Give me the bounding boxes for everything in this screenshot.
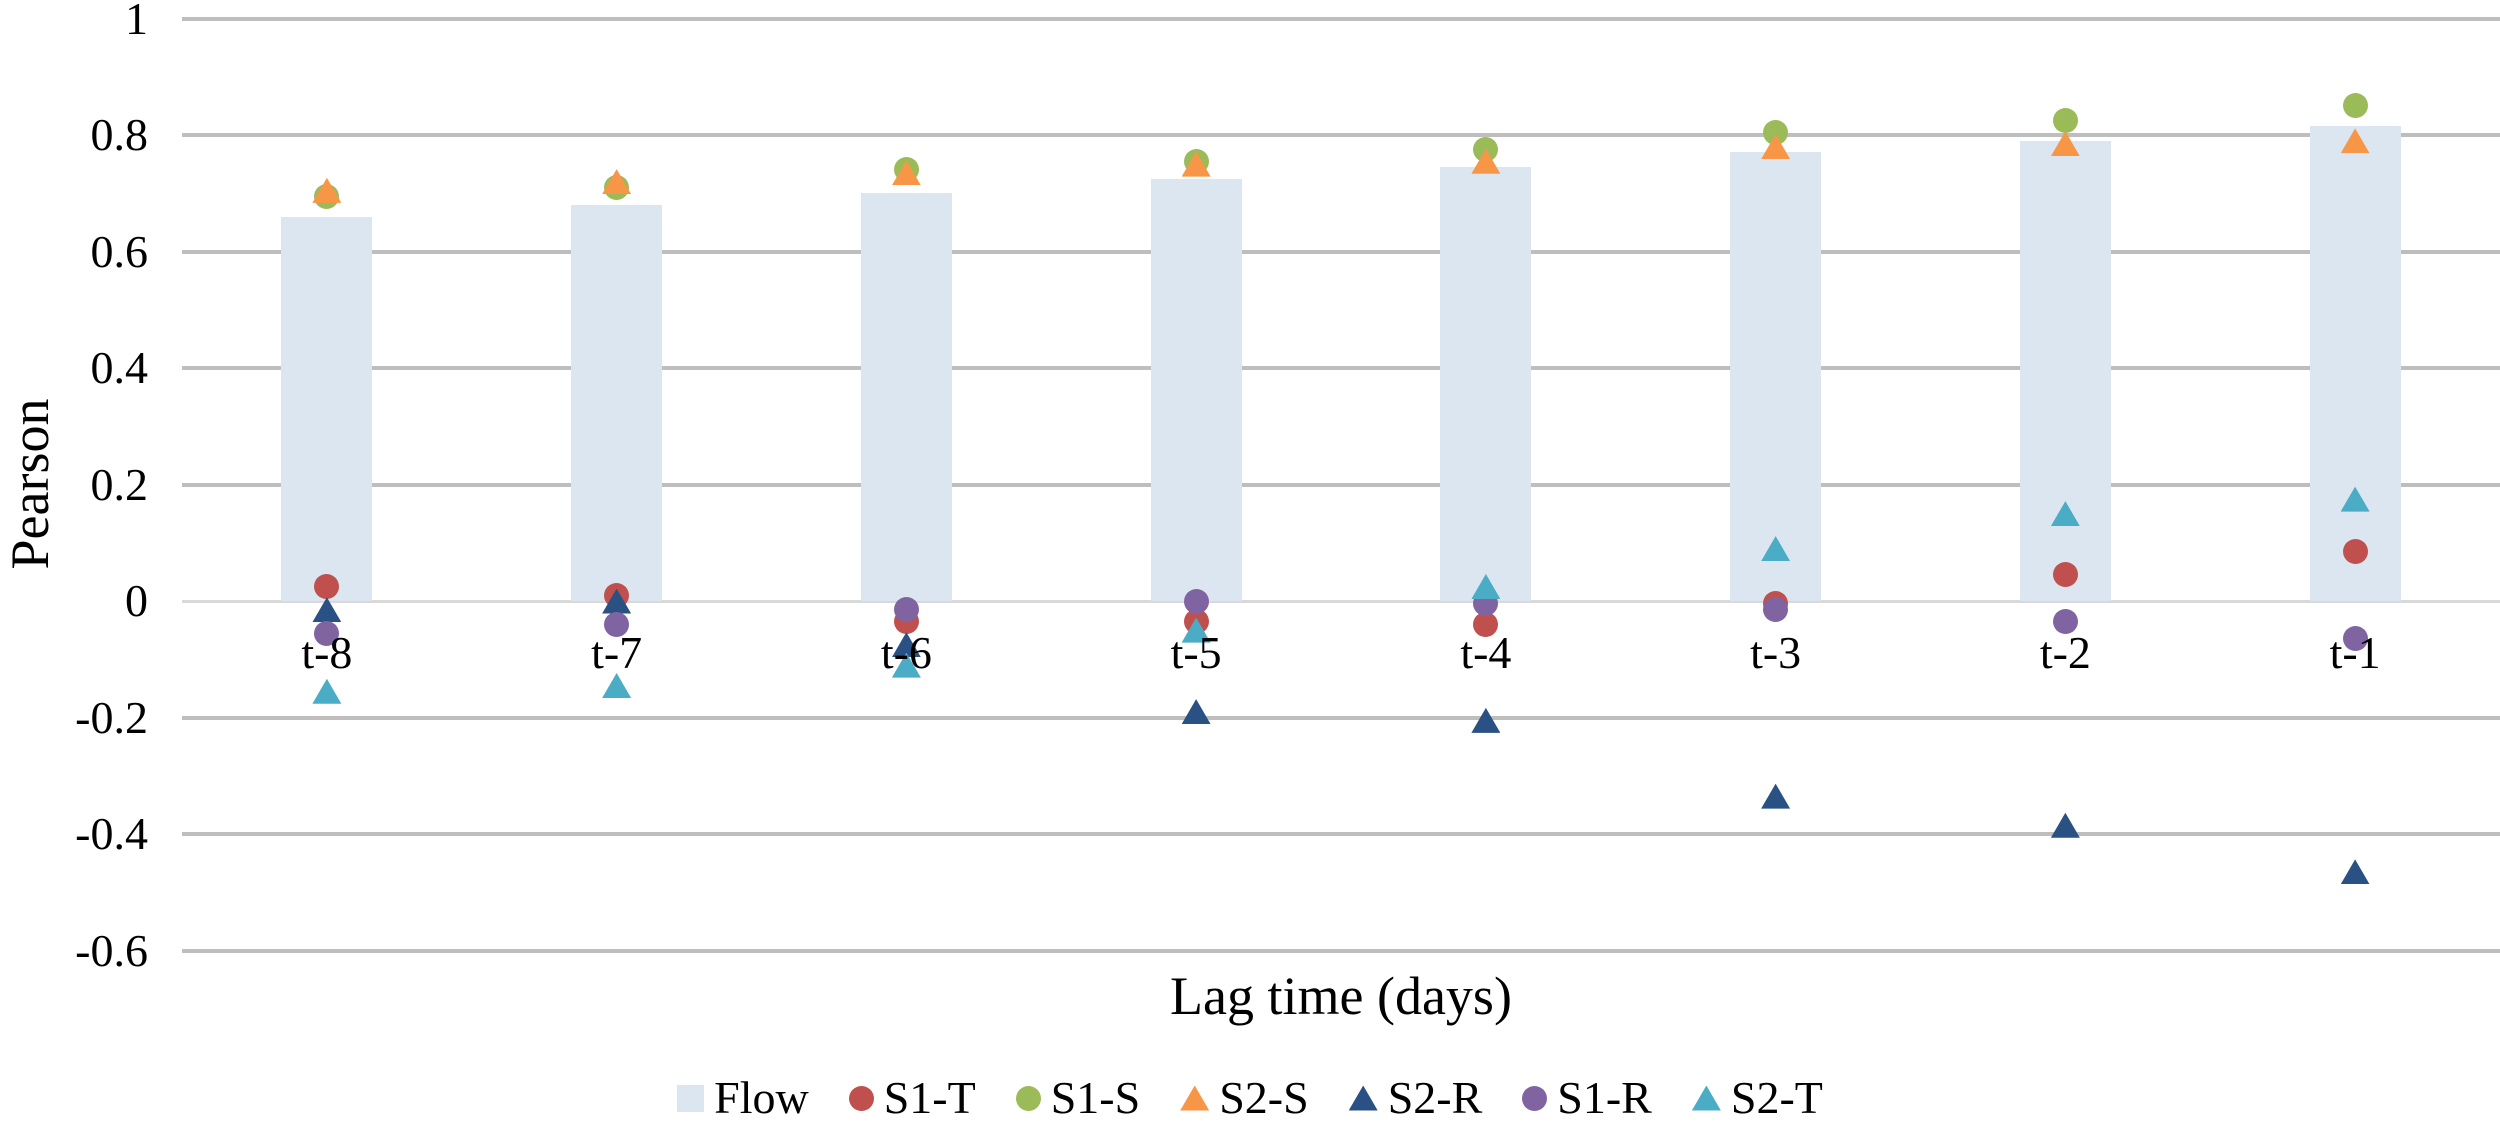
- legend-swatch-circle-icon: [848, 1085, 874, 1111]
- s2-r-marker: [2340, 859, 2370, 885]
- category-label: t-8: [301, 627, 353, 678]
- s2-r-marker: [1181, 699, 1211, 725]
- s1-r-marker: [2052, 608, 2078, 634]
- s2-r-marker: [1761, 783, 1791, 809]
- y-gridline: [182, 249, 2500, 254]
- flow-bar: [2019, 140, 2111, 601]
- legend-label: Flow: [714, 1072, 809, 1123]
- y-tick-label: -0.6: [75, 924, 148, 976]
- s1-t-marker: [2342, 538, 2368, 564]
- y-gridline: [182, 366, 2500, 370]
- y-tick-label: 0.4: [90, 342, 149, 393]
- s1-r-marker: [1763, 597, 1789, 623]
- s1-t-marker: [314, 573, 340, 599]
- category-label: t-1: [2329, 627, 2381, 678]
- legend-swatch-triangle-icon: [1180, 1085, 1210, 1111]
- s1-t-marker: [2052, 562, 2078, 588]
- s1-r-marker: [314, 620, 340, 646]
- legend-label: S1-S: [1050, 1072, 1141, 1123]
- legend-label: S2-T: [1730, 1072, 1823, 1123]
- legend-label: S1-T: [883, 1072, 976, 1123]
- flow-bar: [860, 193, 952, 601]
- y-gridline: [182, 715, 2500, 720]
- s2-t-marker: [312, 678, 342, 704]
- category-label: t-3: [1750, 627, 1802, 678]
- y-tick-label: 0: [125, 575, 148, 626]
- y-gridline: [182, 948, 2500, 953]
- legend-item-s2-t: S2-T: [1691, 1072, 1823, 1124]
- legend-item-s1-r: S1-R: [1522, 1072, 1652, 1124]
- s1-r-marker: [604, 611, 630, 637]
- s1-r-marker: [893, 597, 919, 623]
- legend-item-s1-s: S1-S: [1015, 1072, 1141, 1124]
- legend-label: S1-R: [1557, 1072, 1652, 1123]
- legend-swatch-square-icon: [677, 1084, 705, 1112]
- y-tick-label: 1: [125, 0, 148, 44]
- flow-bar: [1440, 167, 1532, 601]
- legend-swatch-triangle-icon: [1691, 1085, 1721, 1111]
- y-tick-label: 0.8: [90, 109, 149, 160]
- legend-item-s2-r: S2-R: [1348, 1072, 1483, 1124]
- category-label: t-5: [1170, 627, 1222, 678]
- category-label: t-7: [591, 627, 643, 678]
- category-label: t-4: [1460, 627, 1512, 678]
- legend-swatch-triangle-icon: [1348, 1085, 1378, 1111]
- s2-r-marker: [1471, 707, 1501, 733]
- y-tick-label: 0.2: [90, 458, 149, 510]
- x-axis-title: Lag time (days): [1170, 966, 1512, 1026]
- y-gridline: [182, 832, 2500, 836]
- category-label: t-6: [880, 627, 932, 678]
- y-tick-label: -0.4: [75, 808, 148, 859]
- legend-swatch-circle-icon: [1015, 1085, 1041, 1111]
- category-label: t-2: [2039, 627, 2091, 678]
- zero-axis-line: [182, 599, 2500, 603]
- y-gridline: [182, 482, 2500, 487]
- flow-bar: [281, 216, 373, 601]
- legend-swatch-circle-icon: [1522, 1085, 1548, 1111]
- s2-r-marker: [2050, 812, 2080, 838]
- legend-label: S2-S: [1219, 1072, 1309, 1123]
- s1-r-marker: [1183, 588, 1209, 614]
- legend: Flow S1-T S1-S S2-S S2-R S1-R S2-T: [0, 1072, 2500, 1124]
- legend-label: S2-R: [1387, 1072, 1483, 1123]
- legend-item-s2-s: S2-S: [1180, 1072, 1309, 1124]
- s1-s-marker: [2052, 107, 2078, 133]
- flow-bar: [2309, 126, 2401, 601]
- y-gridline: [182, 133, 2500, 137]
- flow-bar: [1150, 178, 1242, 601]
- y-gridline: [182, 16, 2500, 21]
- flow-bar: [1730, 152, 1822, 601]
- legend-item-flow: Flow: [677, 1072, 809, 1124]
- legend-item-s1-t: S1-T: [848, 1072, 976, 1124]
- flow-bar: [571, 204, 663, 601]
- y-tick-label: 0.6: [90, 225, 149, 277]
- s1-r-marker: [2342, 626, 2368, 652]
- y-tick-label: -0.2: [75, 691, 148, 743]
- s1-s-marker: [2342, 93, 2368, 119]
